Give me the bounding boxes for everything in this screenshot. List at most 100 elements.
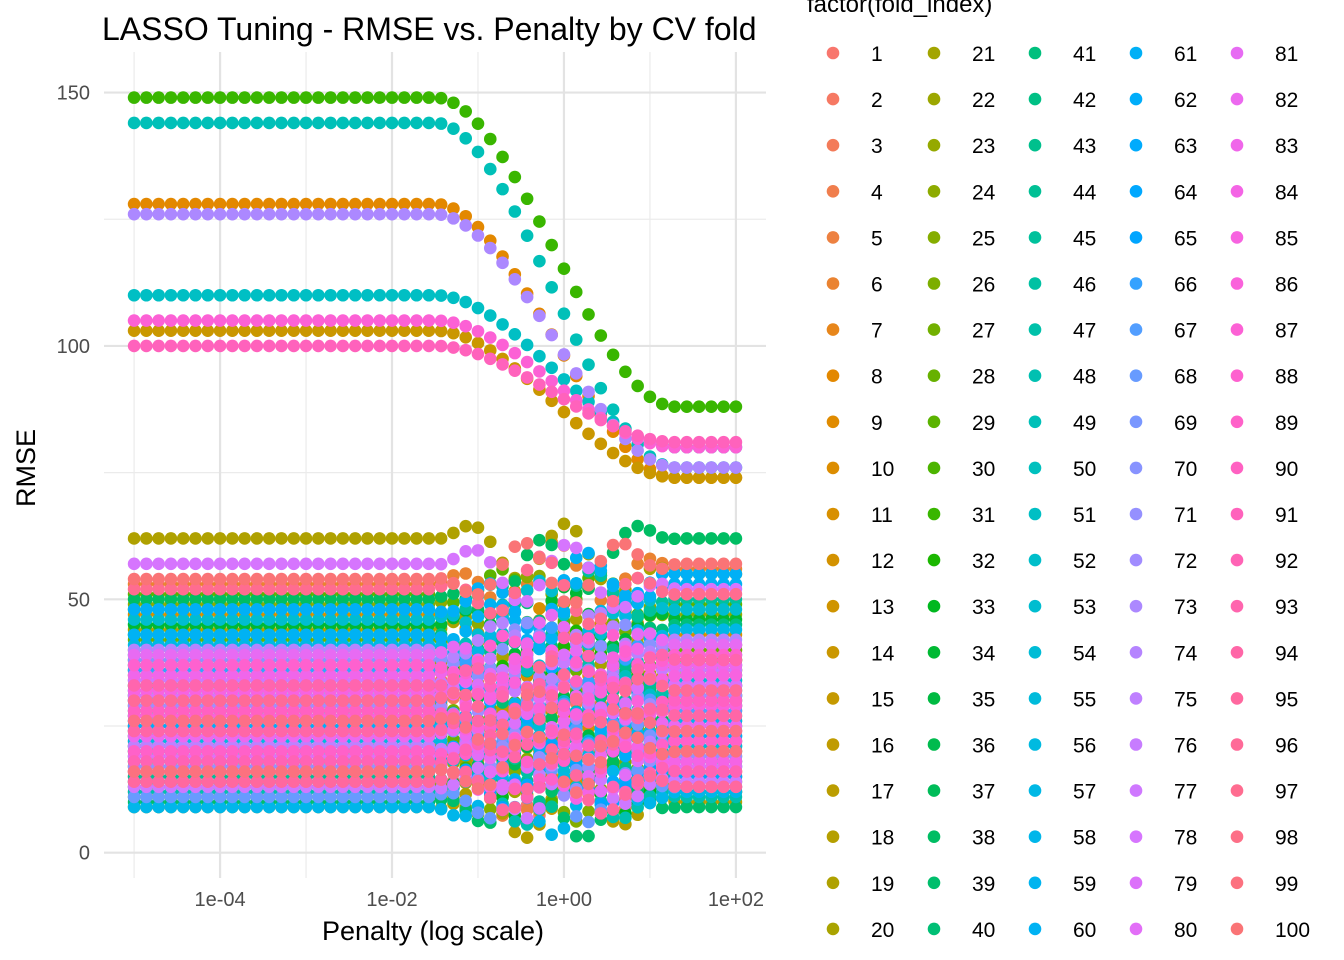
data-point: [655, 724, 669, 738]
data-point: [692, 724, 706, 738]
data-point: [471, 336, 485, 350]
data-point: [324, 658, 337, 672]
data-point: [275, 314, 288, 327]
data-point: [201, 765, 215, 778]
data-point: [557, 775, 571, 789]
data-point: [569, 524, 583, 538]
data-point: [717, 603, 730, 616]
data-point: [127, 324, 141, 338]
data-point: [397, 613, 411, 626]
data-point: [361, 314, 374, 327]
data-point: [361, 532, 374, 545]
data-point: [483, 331, 497, 344]
data-point: [385, 694, 399, 707]
data-point: [176, 288, 190, 302]
data-point: [213, 197, 227, 211]
data-point: [213, 592, 227, 606]
data-point: [250, 724, 264, 738]
data-point: [717, 745, 730, 758]
data-point: [189, 582, 202, 596]
data-point: [373, 91, 387, 104]
data-point: [496, 318, 509, 331]
data-point: [140, 648, 153, 662]
data-point: [545, 556, 558, 570]
data-point: [422, 765, 436, 778]
data-point: [471, 145, 485, 159]
data-point: [668, 801, 681, 814]
data-point: [127, 679, 141, 692]
data-point: [582, 793, 595, 807]
data-point: [275, 197, 288, 211]
data-point: [410, 704, 423, 718]
data-point: [680, 638, 694, 652]
data-point: [127, 724, 141, 738]
data-point: [312, 288, 325, 302]
data-point: [201, 613, 215, 626]
data-point: [275, 628, 288, 642]
data-point: [176, 800, 190, 814]
data-point: [189, 755, 202, 768]
data-point: [606, 348, 620, 362]
data-point: [434, 532, 448, 545]
data-point: [189, 714, 202, 728]
data-point: [471, 596, 485, 610]
data-point: [312, 658, 325, 672]
data-point: [176, 324, 190, 338]
data-point: [385, 658, 399, 672]
data-point: [680, 567, 694, 581]
data-point: [262, 745, 276, 758]
data-point: [299, 592, 313, 606]
data-point: [373, 572, 387, 586]
data-point: [348, 648, 362, 662]
data-point: [545, 752, 558, 765]
data-point: [189, 314, 202, 327]
data-point: [201, 324, 215, 338]
data-point: [324, 679, 337, 692]
data-point: [557, 578, 571, 592]
data-point: [471, 544, 485, 557]
data-point: [483, 737, 497, 751]
data-point: [287, 557, 301, 571]
data-point: [606, 403, 620, 416]
data-point: [631, 571, 644, 585]
data-point: [668, 461, 681, 474]
data-point: [422, 679, 436, 692]
data-point: [655, 470, 669, 483]
data-point: [361, 324, 374, 338]
data-point: [422, 775, 436, 789]
data-point: [213, 582, 227, 596]
data-point: [397, 669, 411, 682]
data-point: [348, 800, 362, 814]
data-point: [275, 603, 288, 616]
data-point: [397, 91, 411, 104]
data-point: [508, 540, 522, 553]
data-point: [201, 648, 215, 662]
data-point: [348, 339, 362, 353]
data-point: [348, 288, 362, 302]
data-point: [410, 755, 423, 768]
data-point: [655, 738, 669, 752]
data-point: [397, 592, 411, 606]
data-point: [631, 731, 644, 745]
data-point: [262, 648, 276, 662]
data-point: [373, 582, 387, 596]
data-point: [385, 755, 399, 768]
data-point: [250, 628, 264, 642]
data-point: [520, 791, 534, 804]
data-point: [422, 288, 436, 302]
data-point: [397, 572, 411, 586]
data-point: [631, 628, 644, 641]
data-point: [483, 606, 497, 620]
data-point: [643, 453, 657, 466]
data-point: [422, 339, 436, 353]
data-point: [483, 791, 497, 804]
data-point: [397, 755, 411, 768]
data-point: [336, 557, 350, 571]
data-point: [226, 339, 239, 353]
data-point: [557, 811, 571, 825]
data-point: [189, 91, 202, 104]
data-point: [373, 603, 387, 616]
data-point: [373, 116, 387, 130]
data-point: [385, 324, 399, 338]
data-point: [262, 197, 276, 211]
